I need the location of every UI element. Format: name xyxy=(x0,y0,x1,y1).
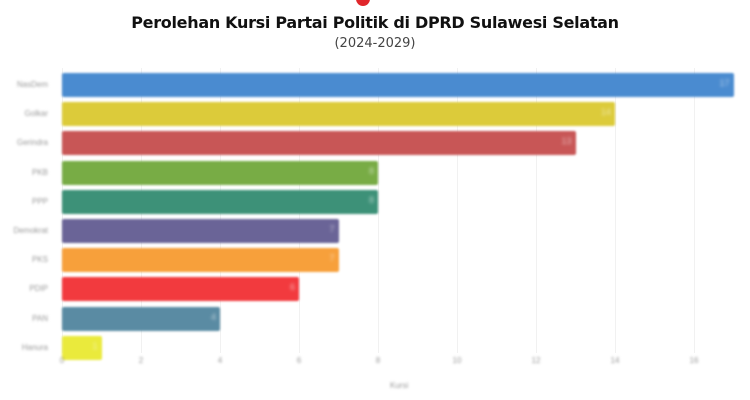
bar-row[interactable]: 7 xyxy=(62,219,339,243)
brand-logo xyxy=(356,0,370,6)
gridline xyxy=(694,68,695,353)
category-label: Gerindra xyxy=(16,138,48,148)
bar-value-label: 7 xyxy=(329,224,335,234)
bar-value-label: 8 xyxy=(368,165,374,176)
bar-value-label: 8 xyxy=(368,194,374,205)
bar-value-label: 1 xyxy=(92,340,98,351)
bar[interactable]: 8 xyxy=(62,189,378,214)
x-tick-label: 2 xyxy=(138,356,144,365)
bar-value-label: 4 xyxy=(210,311,216,322)
x-tick-label: 16 xyxy=(689,356,699,365)
plot-area: 17 NasDem 14 Golkar 13 Gerindra 8 PKB 8 PPP 7 Demok… xyxy=(13,68,738,360)
bar-row[interactable]: 4 xyxy=(62,306,220,331)
x-tick-label: 14 xyxy=(610,356,620,365)
bar-row[interactable]: 8 xyxy=(62,160,378,185)
category-label: PAN xyxy=(32,313,48,323)
x-tick-label: 10 xyxy=(452,356,462,365)
bar[interactable]: 8 xyxy=(62,160,378,185)
x-tick-label: 12 xyxy=(531,356,541,365)
bar-row[interactable]: 7 xyxy=(62,248,339,273)
bar-row[interactable]: 8 xyxy=(62,189,378,214)
category-label: PPP xyxy=(31,196,48,206)
bar-value-label: 6 xyxy=(289,282,295,293)
bar[interactable]: 13 xyxy=(62,131,576,156)
category-label: Golkar xyxy=(24,109,48,119)
bar-value-label: 13 xyxy=(561,136,572,147)
category-label: PKB xyxy=(31,167,48,177)
gridline xyxy=(378,68,379,353)
bar-row[interactable]: 6 xyxy=(62,277,299,302)
bar[interactable]: 7 xyxy=(62,219,339,243)
x-tick-label: 0 xyxy=(59,356,65,365)
bar[interactable]: 1 xyxy=(62,335,102,360)
x-tick-label: 6 xyxy=(296,356,302,365)
bar-row[interactable]: 1 xyxy=(62,335,102,360)
bar-row[interactable]: 13 xyxy=(62,131,576,156)
category-label: Hanura xyxy=(21,342,48,352)
bar[interactable]: 6 xyxy=(62,277,299,302)
gridline xyxy=(457,68,458,353)
bar-value-label: 7 xyxy=(329,253,335,264)
x-tick-label: 8 xyxy=(375,356,381,365)
bar-value-label: 17 xyxy=(719,78,730,88)
gridline xyxy=(536,68,537,353)
category-label: NasDem xyxy=(16,80,48,89)
category-label: PDIP xyxy=(29,284,48,294)
chart-title: Perolehan Kursi Partai Politik di DPRD S… xyxy=(131,13,619,32)
bar[interactable]: 17 xyxy=(62,73,734,97)
x-axis-label: Kursi xyxy=(390,381,409,390)
chart-subtitle: (2024-2029) xyxy=(334,36,416,51)
bar[interactable]: 7 xyxy=(62,248,339,273)
category-label: PKS xyxy=(31,255,48,265)
bar[interactable]: 14 xyxy=(62,102,615,127)
bar[interactable]: 4 xyxy=(62,306,220,331)
bar-value-label: 14 xyxy=(600,107,611,118)
x-tick-label: 4 xyxy=(217,356,223,365)
bar-row[interactable]: 17 xyxy=(62,73,734,97)
category-label: Demokrat xyxy=(13,226,48,235)
bar-row[interactable]: 14 xyxy=(62,102,615,127)
gridline xyxy=(615,68,616,353)
